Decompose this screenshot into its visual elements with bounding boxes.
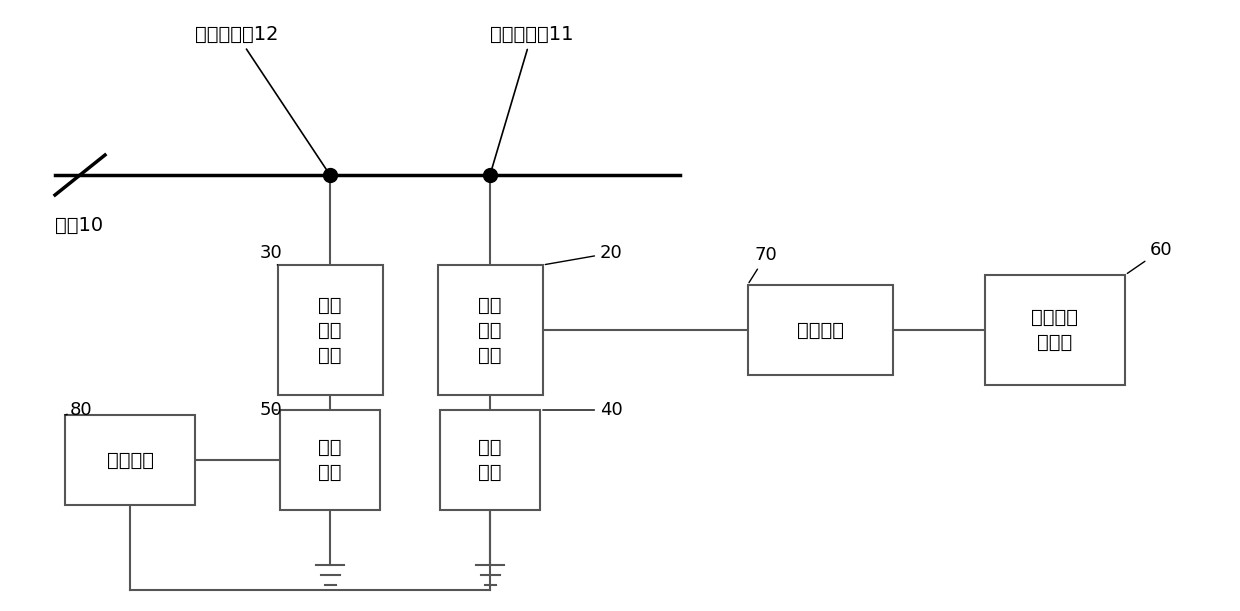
Text: 第二馈电点12: 第二馈电点12 bbox=[195, 25, 329, 173]
Text: 第一
开关: 第一 开关 bbox=[479, 438, 502, 482]
Text: 50: 50 bbox=[260, 401, 283, 419]
Text: 30: 30 bbox=[260, 244, 283, 265]
Bar bbox=[280, 410, 379, 510]
Text: 40: 40 bbox=[543, 401, 622, 419]
Text: 第一馈电点11: 第一馈电点11 bbox=[490, 25, 573, 172]
Text: 第二
开关: 第二 开关 bbox=[319, 438, 342, 482]
Bar bbox=[985, 275, 1125, 385]
Text: 第二
匹配
电路: 第二 匹配 电路 bbox=[319, 296, 342, 365]
Text: 控制模块: 控制模块 bbox=[107, 450, 154, 469]
Text: 第一
匹配
电路: 第一 匹配 电路 bbox=[479, 296, 502, 365]
Bar bbox=[278, 265, 382, 395]
Bar bbox=[438, 265, 543, 395]
Text: 20: 20 bbox=[546, 244, 622, 265]
Text: 第三开关: 第三开关 bbox=[796, 321, 843, 340]
Text: 天线10: 天线10 bbox=[55, 216, 103, 235]
Bar bbox=[440, 410, 539, 510]
Bar bbox=[64, 415, 195, 505]
Text: 60: 60 bbox=[1127, 241, 1173, 274]
Text: 80: 80 bbox=[64, 401, 93, 419]
Text: 70: 70 bbox=[749, 246, 777, 283]
Bar bbox=[748, 285, 893, 375]
Text: 射频信号
收发器: 射频信号 收发器 bbox=[1032, 308, 1079, 352]
